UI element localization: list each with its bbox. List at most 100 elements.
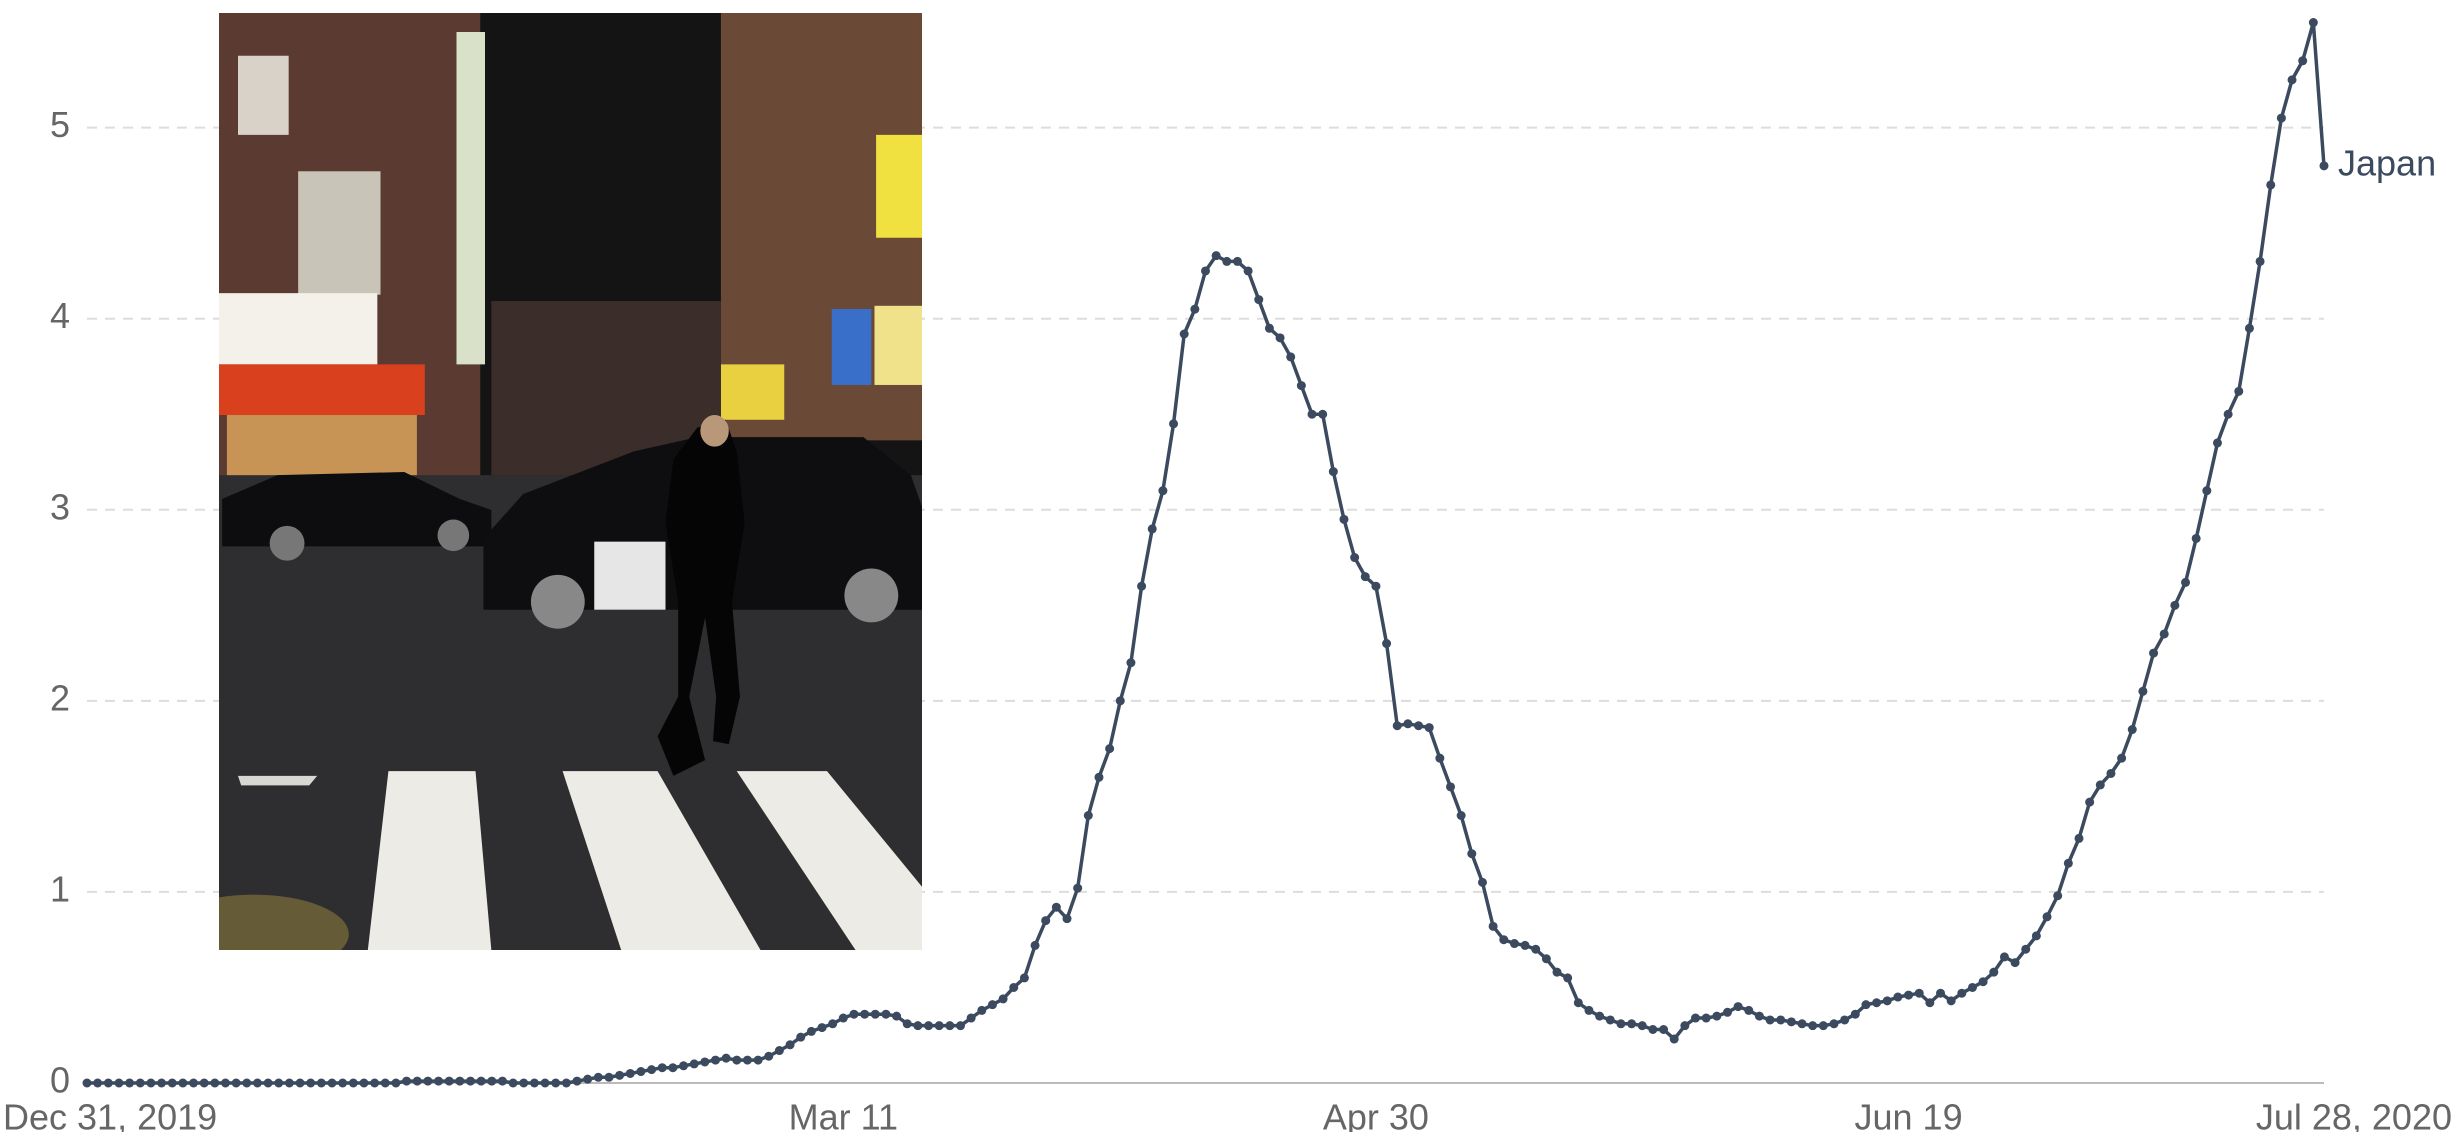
- point: [232, 1079, 241, 1088]
- point: [1915, 989, 1924, 998]
- point: [210, 1079, 219, 1088]
- point: [1648, 1025, 1657, 1034]
- point: [636, 1067, 645, 1076]
- point: [935, 1021, 944, 1030]
- point: [328, 1079, 337, 1088]
- point: [1308, 410, 1317, 419]
- point: [2298, 56, 2307, 65]
- point: [2011, 958, 2020, 967]
- point: [1755, 1012, 1764, 1021]
- point: [679, 1061, 688, 1070]
- point: [999, 994, 1008, 1003]
- point: [1382, 639, 1391, 648]
- x-tick-label: Jun 19: [1855, 1097, 1963, 1132]
- point: [1339, 515, 1348, 524]
- point: [189, 1079, 198, 1088]
- point: [1936, 989, 1945, 998]
- point: [2256, 257, 2265, 266]
- point: [1286, 352, 1295, 361]
- point: [690, 1059, 699, 1068]
- point: [1872, 998, 1881, 1007]
- point: [2224, 410, 2233, 419]
- point: [913, 1021, 922, 1030]
- point: [264, 1079, 273, 1088]
- point: [242, 1079, 251, 1088]
- point: [1244, 266, 1253, 275]
- point: [1371, 582, 1380, 591]
- point: [647, 1065, 656, 1074]
- point: [604, 1073, 613, 1082]
- point: [1798, 1019, 1807, 1028]
- point: [83, 1079, 92, 1088]
- point: [583, 1075, 592, 1084]
- point: [1105, 744, 1114, 753]
- point: [1403, 719, 1412, 728]
- point: [2149, 649, 2158, 658]
- point: [1212, 251, 1221, 260]
- point: [1393, 721, 1402, 730]
- point: [1510, 939, 1519, 948]
- y-tick-label: 1: [50, 868, 70, 909]
- point: [253, 1079, 262, 1088]
- point: [764, 1052, 773, 1061]
- point: [1744, 1006, 1753, 1015]
- point: [828, 1019, 837, 1028]
- point: [2117, 754, 2126, 763]
- point: [125, 1079, 134, 1088]
- point: [1723, 1008, 1732, 1017]
- point: [1094, 773, 1103, 782]
- point: [1414, 721, 1423, 730]
- point: [2160, 629, 2169, 638]
- point: [2128, 725, 2137, 734]
- point: [1659, 1025, 1668, 1034]
- point: [1158, 486, 1167, 495]
- point: [573, 1077, 582, 1086]
- photo-wheel: [438, 519, 470, 551]
- point: [349, 1079, 358, 1088]
- point: [200, 1079, 209, 1088]
- point: [945, 1021, 954, 1030]
- point: [1254, 295, 1263, 304]
- point: [1297, 381, 1306, 390]
- point: [1350, 553, 1359, 562]
- point: [1968, 983, 1977, 992]
- point: [626, 1069, 635, 1078]
- photo-taxi-door: [594, 542, 665, 610]
- y-tick-label: 0: [50, 1060, 70, 1101]
- point: [338, 1079, 347, 1088]
- point: [722, 1054, 731, 1063]
- photo: [159, 13, 922, 974]
- point: [1137, 582, 1146, 591]
- point: [402, 1077, 411, 1086]
- point: [2064, 859, 2073, 868]
- photo-wheel: [844, 569, 898, 623]
- photo-billboard: [298, 171, 380, 294]
- point: [2181, 578, 2190, 587]
- photo-crosswalk: [368, 771, 492, 950]
- point: [871, 1010, 880, 1019]
- point: [1553, 968, 1562, 977]
- point: [1329, 467, 1338, 476]
- point: [2213, 438, 2222, 447]
- point: [924, 1021, 933, 1030]
- point: [881, 1010, 890, 1019]
- photo-window: [238, 56, 289, 135]
- point: [1595, 1012, 1604, 1021]
- point: [1691, 1014, 1700, 1023]
- point: [477, 1077, 486, 1086]
- point: [434, 1077, 443, 1086]
- point: [1574, 998, 1583, 1007]
- photo-sign: [721, 364, 784, 419]
- point: [1457, 811, 1466, 820]
- point: [1063, 914, 1072, 923]
- point: [562, 1079, 571, 1088]
- point: [1425, 723, 1434, 732]
- chart: 012345 Dec 31, 2019Mar 11Apr 30Jun 19Jul…: [0, 0, 2455, 1132]
- point: [956, 1021, 965, 1030]
- point: [1446, 782, 1455, 791]
- point: [1606, 1015, 1615, 1024]
- point: [594, 1073, 603, 1082]
- point: [114, 1079, 123, 1088]
- point: [1201, 266, 1210, 275]
- point: [1712, 1012, 1721, 1021]
